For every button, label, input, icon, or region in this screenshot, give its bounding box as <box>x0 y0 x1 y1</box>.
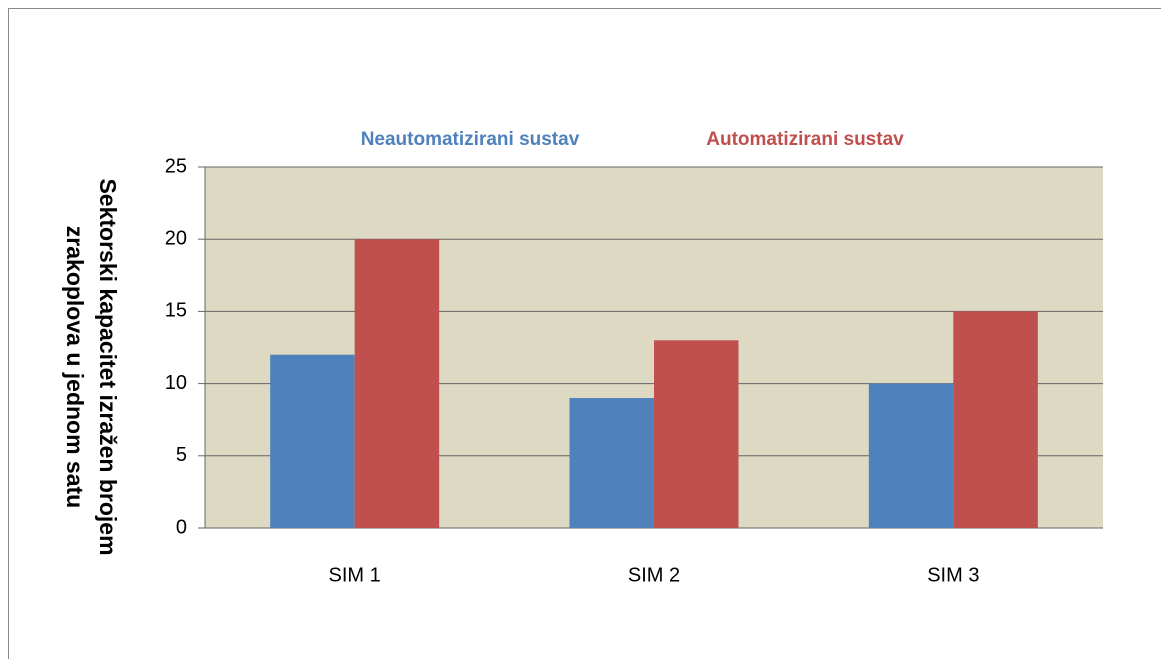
x-tick-label: SIM 1 <box>329 564 381 586</box>
bar <box>654 340 739 528</box>
y-axis-label: zrakoplova u jednom satu <box>62 226 88 508</box>
bar <box>270 354 355 528</box>
bar <box>569 398 654 528</box>
bar <box>868 383 954 528</box>
y-tick-label: 25 <box>165 155 187 177</box>
bar <box>354 239 440 528</box>
y-tick-label: 10 <box>165 372 187 394</box>
x-tick-label: SIM 2 <box>628 564 680 586</box>
legend-entry: Automatizirani sustav <box>706 129 904 150</box>
y-tick-label: 15 <box>165 300 187 322</box>
y-axis-label: Sektorski kapacitet izražen brojem <box>95 178 121 555</box>
bar <box>953 311 1038 528</box>
y-tick-label: 5 <box>176 444 187 466</box>
legend-entry: Neautomatizirani sustav <box>361 129 580 150</box>
y-tick-label: 20 <box>165 227 187 249</box>
y-tick-label: 0 <box>176 516 187 538</box>
x-tick-label: SIM 3 <box>927 564 979 586</box>
